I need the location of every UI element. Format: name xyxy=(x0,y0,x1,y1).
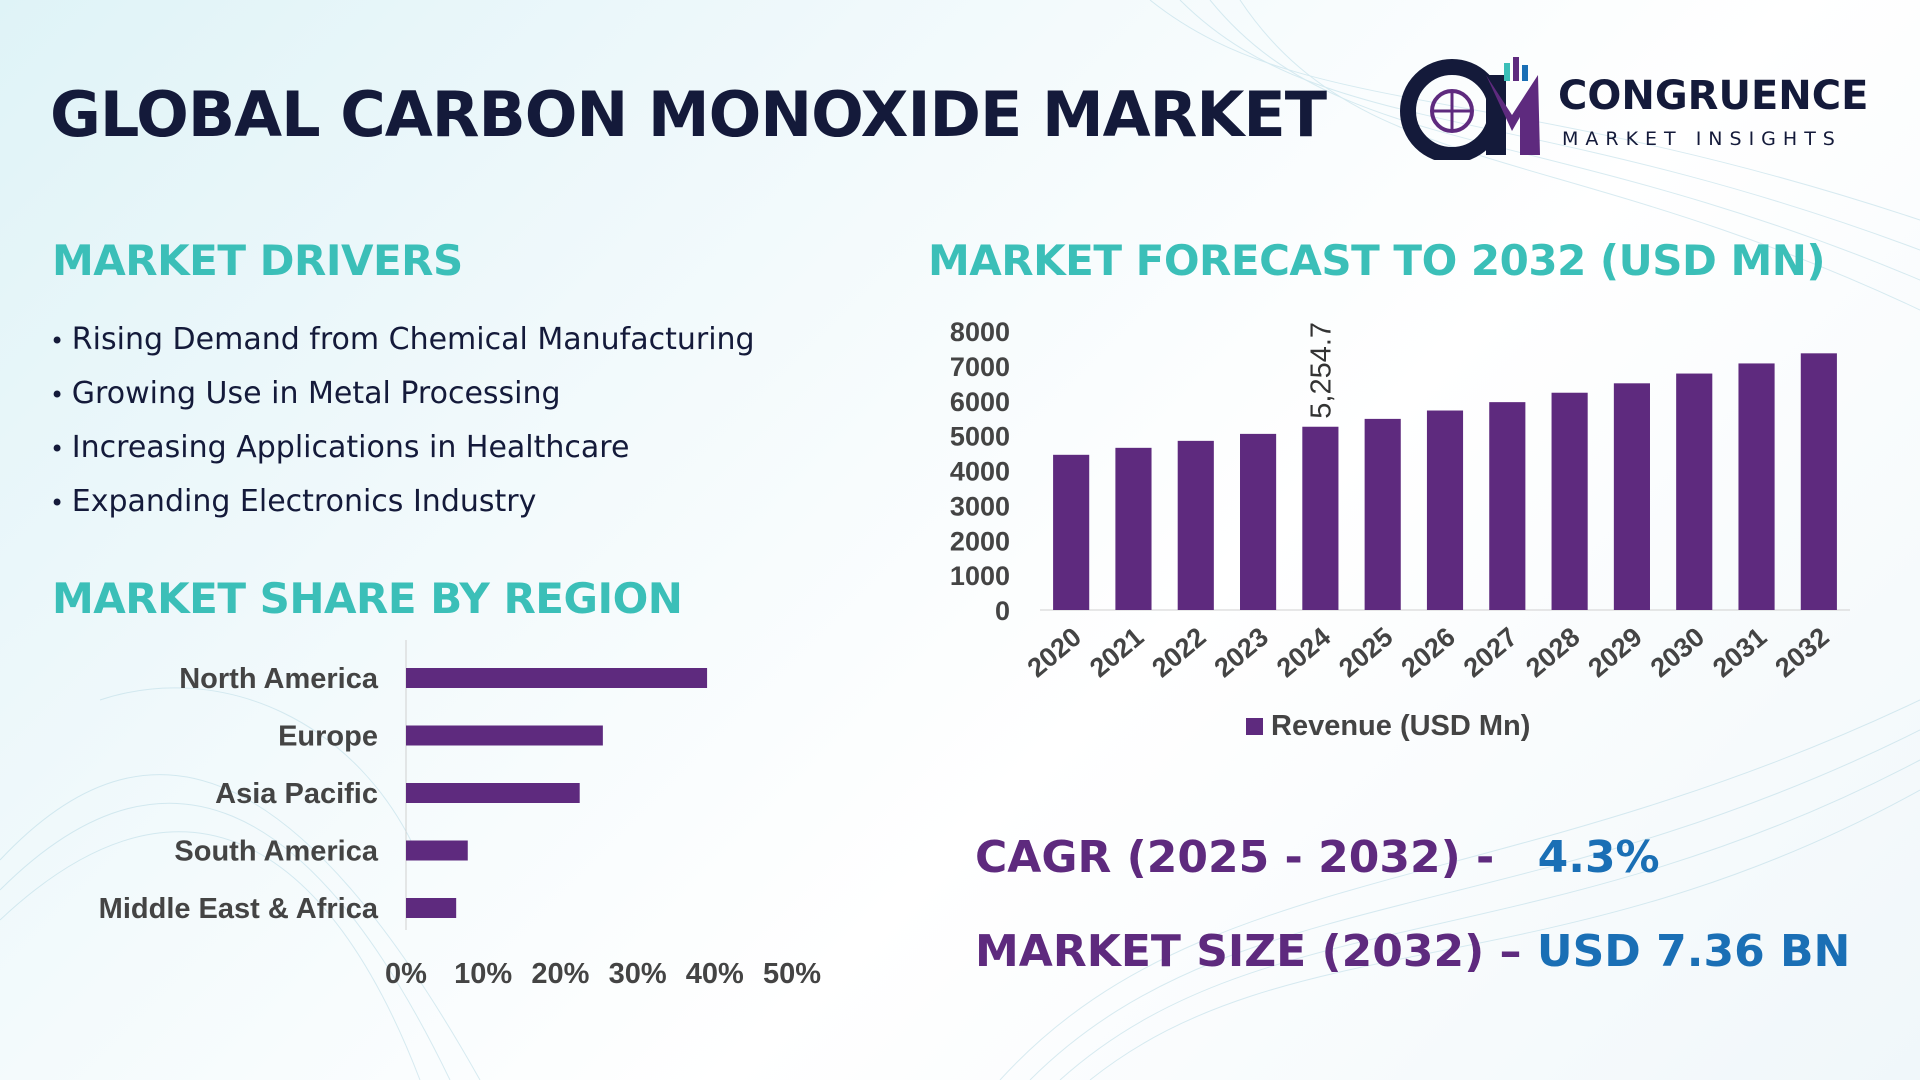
logo-name: CONGRUENCE xyxy=(1558,73,1869,119)
bar xyxy=(406,840,468,861)
y-tick-label: 5000 xyxy=(950,422,1010,452)
bar xyxy=(1115,447,1152,610)
logo-subtitle: MARKET INSIGHTS xyxy=(1562,128,1842,150)
driver-item: Increasing Applications in Healthcare xyxy=(50,430,755,484)
y-tick-label: 7000 xyxy=(950,352,1010,382)
drivers-heading: MARKET DRIVERS xyxy=(52,236,463,285)
legend-swatch xyxy=(1246,718,1263,735)
page-title: GLOBAL CARBON MONOXIDE MARKET xyxy=(50,78,1327,151)
bar xyxy=(1676,373,1713,610)
cagr-label: CAGR (2025 - 2032) - xyxy=(975,832,1495,883)
y-tick-label: 4000 xyxy=(950,457,1010,487)
category-label: Middle East & Africa xyxy=(99,893,379,925)
x-tick-label: 20% xyxy=(531,958,589,990)
market-size-value: USD 7.36 BN xyxy=(1536,926,1851,977)
y-tick-label: 6000 xyxy=(950,387,1010,417)
bar xyxy=(406,898,457,918)
y-tick-label: 3000 xyxy=(950,491,1010,521)
data-label: 5,254.7 xyxy=(1305,322,1337,419)
x-tick-label: 50% xyxy=(763,958,821,990)
bar xyxy=(1177,440,1214,610)
bar xyxy=(1364,418,1401,610)
category-label: Asia Pacific xyxy=(215,778,378,810)
logo-emblem xyxy=(1400,57,1540,163)
bar xyxy=(1613,383,1650,610)
category-label: South America xyxy=(174,836,378,868)
bar xyxy=(1426,410,1464,610)
x-tick-label: 10% xyxy=(454,958,512,990)
legend-label: Revenue (USD Mn) xyxy=(1271,710,1530,742)
category-label: Europe xyxy=(278,721,378,753)
x-tick-label: 0% xyxy=(385,958,427,990)
market-size-label: MARKET SIZE (2032) – xyxy=(975,926,1522,977)
cagr-value: 4.3% xyxy=(1537,832,1660,883)
x-tick-label: 40% xyxy=(686,958,744,990)
x-tick-label: 30% xyxy=(609,958,667,990)
bar xyxy=(1302,426,1339,610)
driver-item: Growing Use in Metal Processing xyxy=(50,376,755,430)
cagr-stat: CAGR (2025 - 2032) - 4.3% xyxy=(975,832,1660,883)
bar xyxy=(406,783,580,803)
forecast-heading: MARKET FORECAST TO 2032 (USD MN) xyxy=(928,236,1826,285)
region-heading: MARKET SHARE BY REGION xyxy=(52,574,683,623)
bar xyxy=(1551,392,1588,610)
market-size-stat: MARKET SIZE (2032) – USD 7.36 BN xyxy=(975,926,1850,977)
bar xyxy=(406,725,603,746)
bar xyxy=(1800,353,1837,610)
bar xyxy=(1240,433,1277,610)
driver-item: Expanding Electronics Industry xyxy=(50,484,755,538)
category-label: North America xyxy=(179,663,379,695)
y-tick-label: 0 xyxy=(995,596,1010,626)
y-tick-label: 8000 xyxy=(950,317,1010,347)
bar xyxy=(1738,363,1775,610)
brand-logo: CONGRUENCE MARKET INSIGHTS xyxy=(1400,55,1870,163)
y-tick-label: 1000 xyxy=(950,561,1010,591)
bar xyxy=(406,668,708,688)
driver-item: Rising Demand from Chemical Manufacturin… xyxy=(50,322,755,376)
bar xyxy=(1489,402,1526,610)
bar xyxy=(1053,454,1090,610)
drivers-list: Rising Demand from Chemical Manufacturin… xyxy=(50,322,755,538)
y-tick-label: 2000 xyxy=(950,526,1010,556)
